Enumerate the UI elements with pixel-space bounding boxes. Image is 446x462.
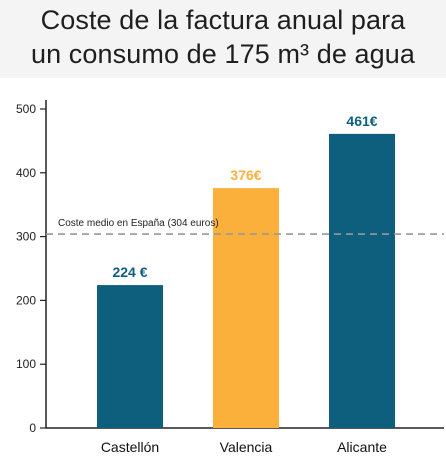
chart-title-line-1: Coste de la factura anual para [40,5,406,35]
bar [97,285,163,428]
y-tick-label: 0 [29,421,36,435]
x-category-label: Valencia [220,439,273,455]
bar [213,188,279,428]
y-tick-label: 500 [16,102,36,116]
x-category-label: Castellón [101,439,159,455]
y-tick-label: 100 [16,357,36,371]
data-label: 376€ [230,167,261,183]
title-band [0,0,446,78]
reference-line-label: Coste medio en España (304 euros) [58,218,219,229]
x-category-label: Alicante [337,439,387,455]
data-label: 461€ [346,113,377,129]
bar [329,133,395,428]
y-tick-label: 200 [16,293,36,307]
data-label: 224 € [112,264,147,280]
y-tick-label: 400 [16,166,36,180]
chart-title-line-2: un consumo de 175 m³ de agua [30,39,416,69]
y-tick-label: 300 [16,230,36,244]
